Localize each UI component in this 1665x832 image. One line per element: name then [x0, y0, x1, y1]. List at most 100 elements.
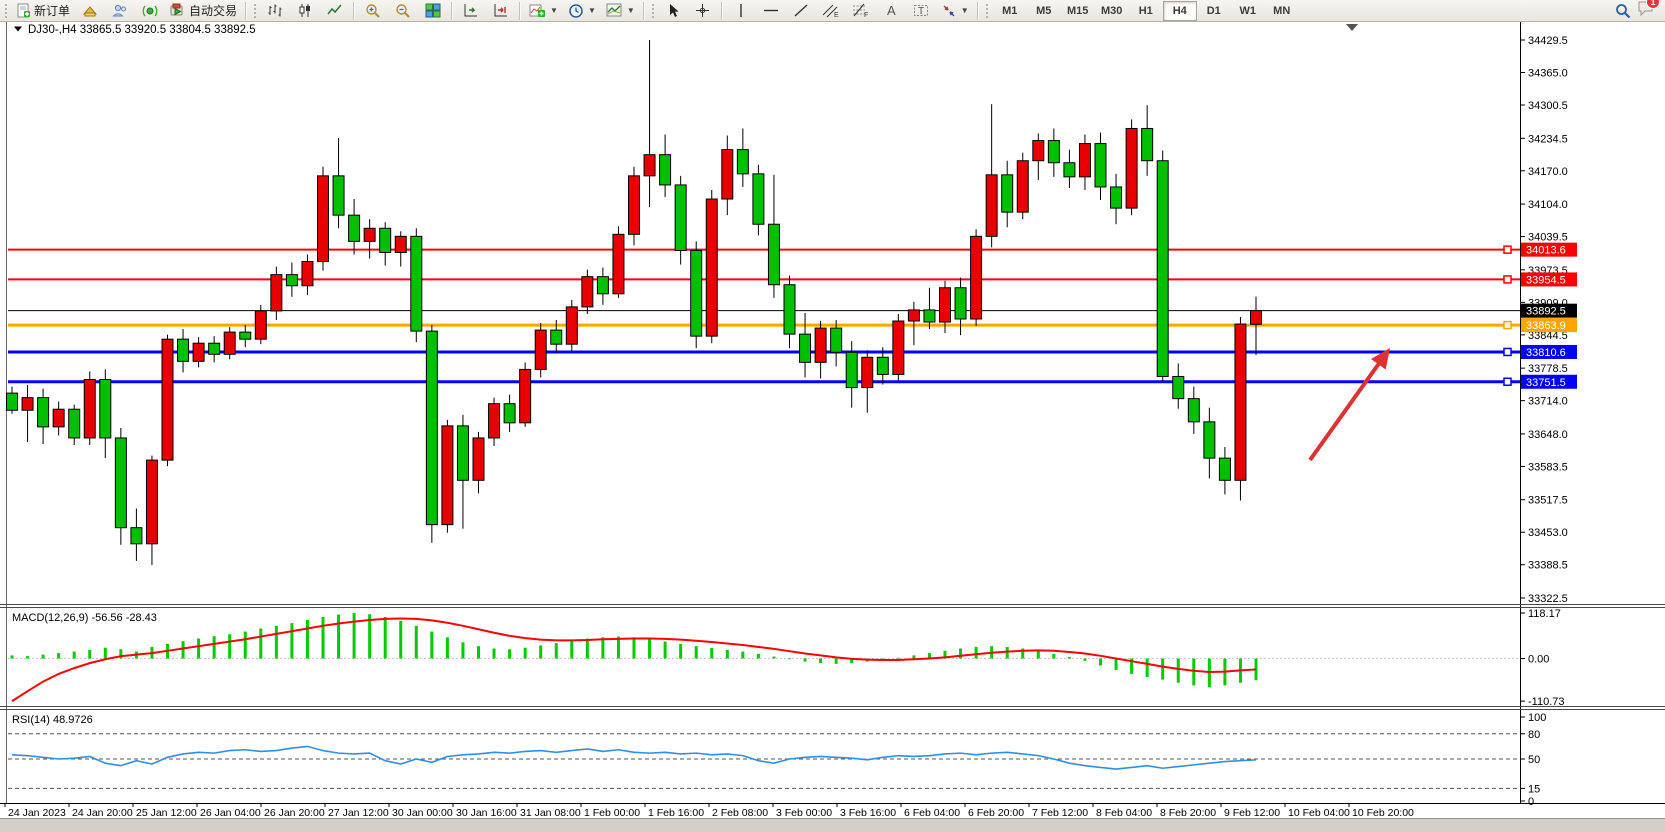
- svg-text:33453.0: 33453.0: [1528, 527, 1568, 539]
- market-watch-icon: [82, 6, 98, 17]
- svg-text:33863.9: 33863.9: [1526, 320, 1566, 332]
- fibonacci-tool-button[interactable]: F: [847, 0, 875, 22]
- level-handle[interactable]: [1503, 347, 1512, 357]
- zoom-in-button[interactable]: [359, 0, 387, 22]
- candle-body: [285, 274, 298, 287]
- level-handle[interactable]: [1503, 377, 1512, 387]
- timeframe-button-m1[interactable]: M1: [1002, 4, 1018, 17]
- candle-body: [348, 214, 361, 242]
- templates-button[interactable]: ▼: [602, 0, 639, 22]
- candle-body: [254, 310, 267, 340]
- price-chart[interactable]: 34429.5 34365.0 34300.5 34234.5 34170.0 34104…: [0, 18, 1665, 832]
- svg-text:A: A: [887, 3, 896, 18]
- toolbar-grip[interactable]: [4, 2, 8, 19]
- market-watch-button[interactable]: [76, 0, 104, 22]
- candle-body: [985, 174, 998, 237]
- time-label: 25 Jan 12:00: [136, 807, 197, 819]
- search-icon[interactable]: [1615, 3, 1631, 19]
- candle-body: [425, 330, 438, 526]
- level-handle[interactable]: [1503, 275, 1512, 284]
- candle-body: [674, 184, 687, 251]
- contacts-button[interactable]: [106, 0, 134, 22]
- toolbar-grip[interactable]: [650, 2, 655, 19]
- candle-body: [1218, 457, 1231, 481]
- zoom-out-icon: [396, 3, 410, 18]
- level-handle[interactable]: [1503, 320, 1512, 330]
- tile-windows-button[interactable]: [419, 0, 447, 22]
- time-axis[interactable]: 24 Jan 2023 24 Jan 20:00 25 Jan 12:00 26 Ja…: [4, 803, 1414, 819]
- candle-body: [705, 198, 718, 337]
- arrows-tool-button[interactable]: ▼: [937, 0, 973, 22]
- svg-text:33714.0: 33714.0: [1528, 396, 1568, 408]
- equidistant-channel-tool-button[interactable]: E: [817, 0, 845, 22]
- toolbar-separator: [976, 1, 979, 20]
- candle-body: [441, 425, 454, 526]
- candle-body: [1156, 160, 1169, 377]
- timeframe-button-m5[interactable]: M5: [1036, 4, 1052, 17]
- chevron-down-icon[interactable]: ▼: [587, 6, 596, 15]
- candle-body: [799, 333, 812, 363]
- candle-body: [1234, 323, 1247, 481]
- indicators-button[interactable]: ▼: [525, 0, 562, 22]
- crosshair-tool-button[interactable]: [689, 0, 717, 22]
- trend-arrow-annotation[interactable]: [1308, 348, 1390, 462]
- level-price-label: [1521, 242, 1577, 257]
- fibonacci-icon: F: [852, 3, 868, 18]
- line-chart-button[interactable]: [321, 0, 349, 22]
- trendline-tool-button[interactable]: [787, 0, 815, 22]
- chevron-down-icon[interactable]: ▼: [626, 6, 635, 15]
- candle-body: [332, 175, 345, 216]
- candle-body: [83, 378, 96, 439]
- chart-shift-marker[interactable]: [1346, 24, 1358, 31]
- toolbar-grip[interactable]: [253, 2, 258, 19]
- bar-chart-icon: [268, 4, 282, 17]
- svg-text:34429.5: 34429.5: [1528, 35, 1568, 47]
- candle-body: [301, 261, 314, 287]
- text-tool-button[interactable]: A: [877, 0, 905, 22]
- candle-body: [534, 329, 547, 370]
- candlestick-chart-button[interactable]: [291, 0, 319, 22]
- chart-shift-button[interactable]: [487, 0, 515, 22]
- arrows-icon: [943, 5, 955, 17]
- svg-text:33954.5: 33954.5: [1526, 274, 1566, 286]
- auto-scroll-button[interactable]: [457, 0, 485, 22]
- timeframe-button-w1[interactable]: W1: [1239, 4, 1256, 17]
- candle-body: [861, 356, 874, 389]
- time-label: 6 Feb 20:00: [968, 807, 1024, 819]
- vertical-line-tool-button[interactable]: [727, 0, 755, 22]
- autotrading-button[interactable]: 自动交易: [166, 0, 241, 22]
- time-label: 6 Feb 04:00: [904, 807, 960, 819]
- level-price-label: [1521, 303, 1577, 318]
- new-order-label: 新订单: [34, 4, 71, 18]
- chart-shift-icon: [494, 4, 508, 17]
- candle-body: [472, 437, 485, 481]
- chevron-down-icon[interactable]: ▼: [550, 6, 558, 15]
- notifications-button[interactable]: 1: [1637, 0, 1660, 21]
- new-order-button[interactable]: 新订单: [12, 0, 74, 22]
- timeframe-button-h4[interactable]: H4: [1162, 0, 1197, 21]
- level-handle[interactable]: [1503, 245, 1512, 254]
- signals-button[interactable]: [136, 0, 164, 22]
- chevron-down-icon[interactable]: ▼: [960, 6, 969, 15]
- timeframe-button-m30[interactable]: M30: [1101, 4, 1123, 17]
- zoom-out-button[interactable]: [389, 0, 417, 22]
- svg-text:34170.0: 34170.0: [1528, 166, 1568, 178]
- svg-text:E: E: [834, 12, 839, 18]
- symbol-dropdown-icon[interactable]: [14, 26, 22, 32]
- tile-windows-icon: [425, 3, 441, 18]
- timeframe-button-m15[interactable]: M15: [1067, 4, 1089, 17]
- text-label-tool-button[interactable]: T: [907, 0, 935, 22]
- toolbar-grip[interactable]: [984, 2, 989, 19]
- periods-button[interactable]: ▼: [564, 0, 600, 22]
- level-price-label: [1521, 344, 1577, 359]
- chart-area[interactable]: 34429.5 34365.0 34300.5 34234.5 34170.0 34104…: [0, 18, 1665, 832]
- horizontal-line-tool-button[interactable]: [757, 0, 785, 22]
- bar-chart-button[interactable]: [261, 0, 289, 22]
- cursor-tool-button[interactable]: [659, 0, 687, 22]
- timeframe-button-d1[interactable]: D1: [1206, 4, 1221, 17]
- svg-text:33322.5: 33322.5: [1528, 593, 1568, 605]
- candle-body: [1047, 140, 1060, 164]
- timeframe-button-mn[interactable]: MN: [1273, 4, 1291, 17]
- timeframe-button-h1[interactable]: H1: [1138, 4, 1153, 17]
- level-price-label: [1521, 272, 1577, 287]
